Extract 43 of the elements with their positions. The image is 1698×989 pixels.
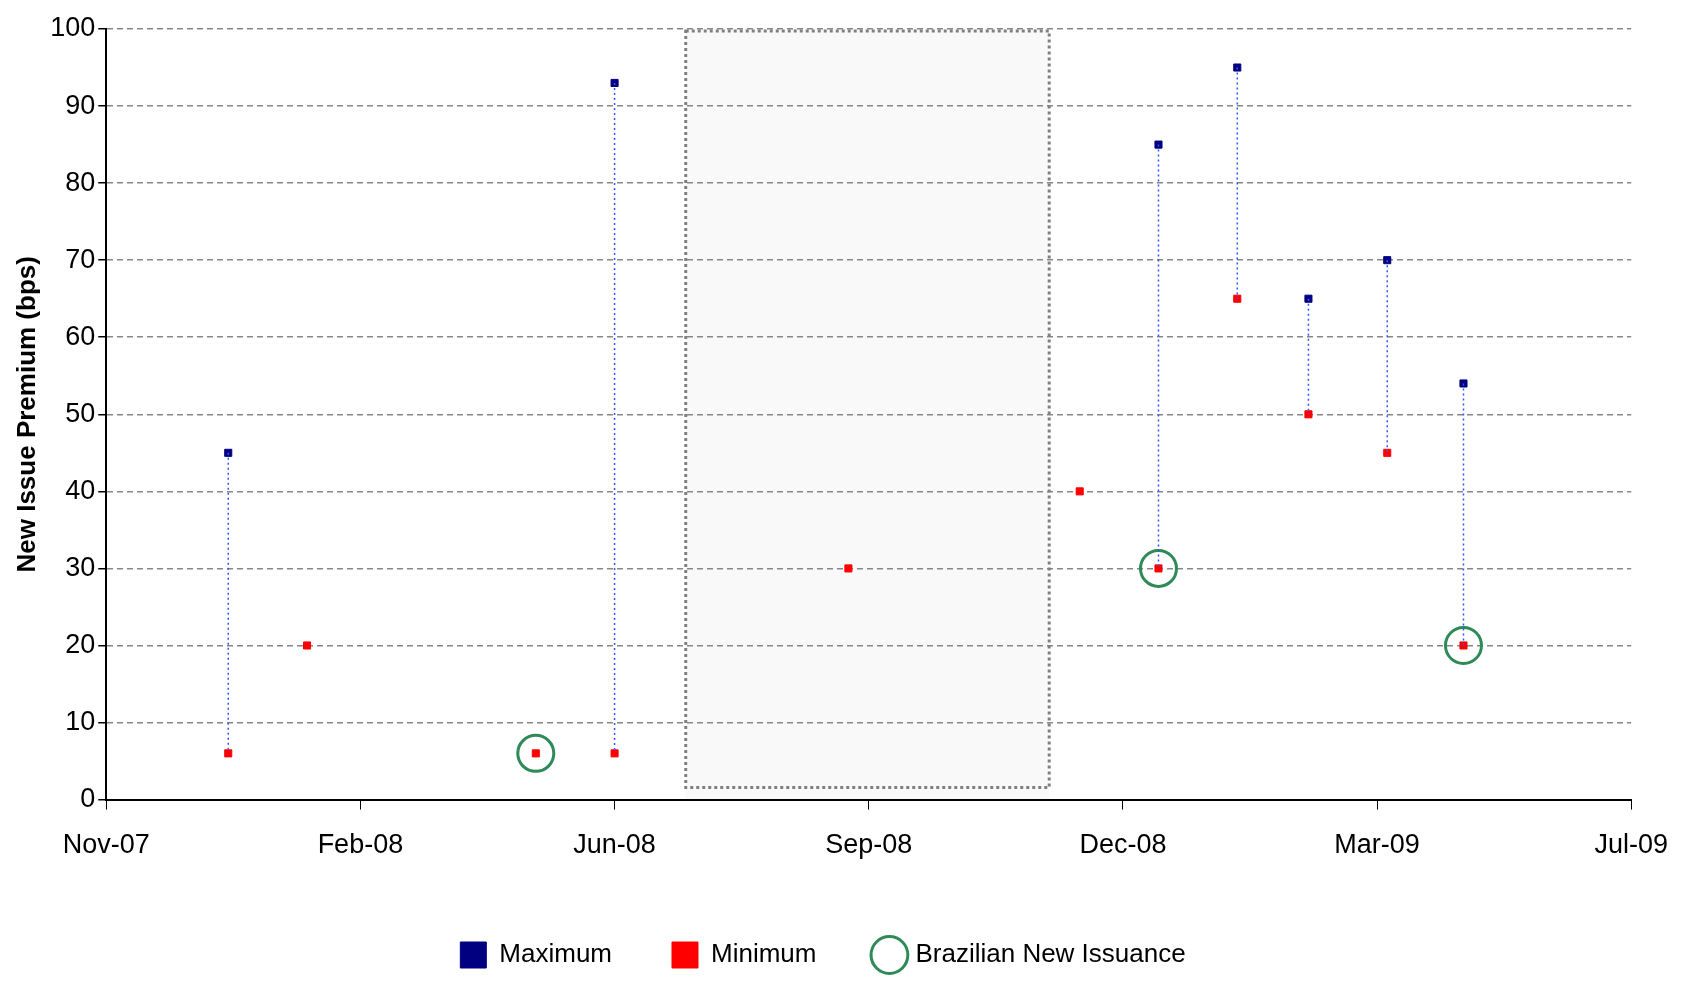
- x-tick-label: Nov-07: [62, 829, 150, 860]
- y-tick-label: 50: [65, 397, 96, 428]
- point: [531, 749, 540, 758]
- legend-label: Maximum: [499, 938, 612, 969]
- y-tick-label: 20: [65, 628, 96, 659]
- y-tick-label: 60: [65, 320, 96, 351]
- point: [1304, 294, 1313, 303]
- point: [1383, 256, 1392, 265]
- x-tick-label: Jul-09: [1594, 829, 1668, 860]
- point: [1154, 564, 1163, 573]
- y-tick-label: 10: [65, 705, 96, 736]
- y-axis-title: New Issue Premium (bps): [10, 256, 41, 573]
- y-tick-label: 40: [65, 474, 96, 505]
- point: [224, 448, 233, 457]
- point: [610, 78, 619, 87]
- point: [1138, 548, 1178, 588]
- point: [303, 641, 312, 650]
- y-tick-label: 70: [65, 243, 96, 274]
- point: [1459, 379, 1468, 388]
- x-tick-label: Mar-09: [1334, 829, 1420, 860]
- point: [224, 749, 233, 758]
- y-tick-label: 80: [65, 166, 96, 197]
- x-tick-label: Jun-08: [573, 829, 656, 860]
- x-tick-label: Sep-08: [825, 829, 913, 860]
- point: [1075, 487, 1084, 496]
- point: [1233, 63, 1242, 72]
- y-tick-label: 90: [65, 89, 96, 120]
- point: [610, 749, 619, 758]
- legend-label: Minimum: [711, 938, 817, 969]
- point: [844, 564, 853, 573]
- x-tick-label: Feb-08: [317, 829, 404, 860]
- y-tick-label: 100: [50, 12, 96, 43]
- y-tick-label: 30: [65, 551, 96, 582]
- point: [1233, 294, 1242, 303]
- legend-label: Brazilian New Issuance: [915, 938, 1186, 969]
- point: [1154, 140, 1163, 149]
- point: [1443, 625, 1483, 665]
- x-tick-label: Dec-08: [1079, 829, 1167, 860]
- point: [516, 733, 556, 773]
- point: [1459, 641, 1468, 650]
- y-tick-label: 0: [80, 783, 96, 814]
- point: [1383, 448, 1392, 457]
- point: [1304, 410, 1313, 419]
